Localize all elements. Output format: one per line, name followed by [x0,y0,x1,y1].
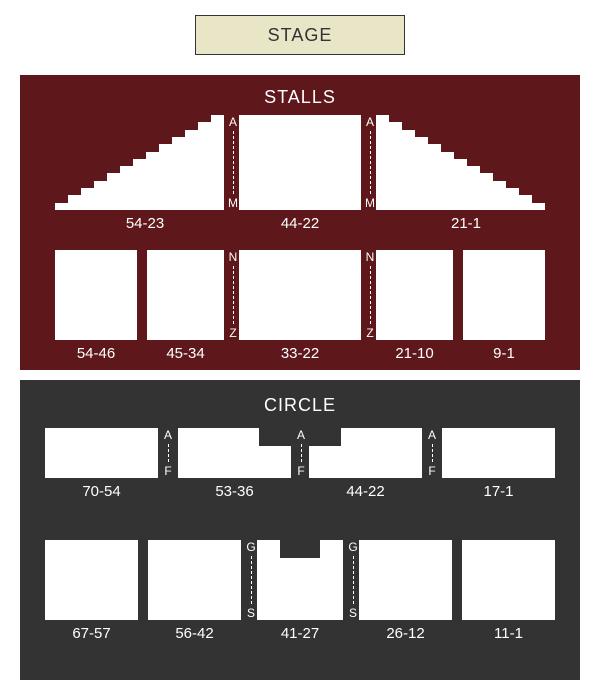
row-range-label: NZ [226,250,240,340]
row-range-label: AF [161,428,175,478]
seating-block [462,540,555,620]
notch [309,428,341,446]
seat-range-label: 44-22 [239,215,361,232]
seating-block [239,250,361,340]
circle-section: CIRCLE 70-5453-3644-2217-1AFAFAF67-5756-… [20,380,580,680]
seat-range-label: 44-22 [309,483,422,500]
seating-block [239,115,361,210]
seat-range-label: 21-1 [396,215,536,232]
row-range-label: AF [294,428,308,478]
circle-title: CIRCLE [20,395,580,416]
seating-block [45,540,138,620]
seat-range-label: 53-36 [178,483,291,500]
seat-range-label: 70-54 [45,483,158,500]
seat-range-label: 9-1 [463,345,545,362]
stage-label: STAGE [268,25,333,46]
seating-block [463,250,545,340]
stage-box: STAGE [195,15,405,55]
seating-block [442,428,555,478]
row-range-label: NZ [363,250,377,340]
row-range-label: GS [346,540,360,620]
seating-block [55,250,137,340]
seating-block [376,250,453,340]
notch [259,428,291,446]
seat-range-label: 33-22 [239,345,361,362]
seat-range-label: 17-1 [442,483,555,500]
row-range-label: AM [226,115,240,210]
seating-block [359,540,452,620]
seat-range-label: 54-46 [55,345,137,362]
seat-range-label: 67-57 [45,625,138,642]
seat-range-label: 11-1 [462,625,555,642]
seating-block-stepped [55,115,224,210]
seating-block [147,250,224,340]
seating-block-stepped [376,115,545,210]
row-range-label: GS [244,540,258,620]
seat-range-label: 21-10 [376,345,453,362]
notch [280,540,320,558]
row-range-label: AM [363,115,377,210]
seat-range-label: 54-23 [75,215,215,232]
seat-range-label: 41-27 [257,625,343,642]
stalls-title: STALLS [20,87,580,108]
row-range-label: AF [425,428,439,478]
seat-range-label: 26-12 [359,625,452,642]
stalls-section: STALLS 44-22 54-23 21-1 AM AM 54-46 45-34 33-22… [20,75,580,370]
seat-range-label: 45-34 [147,345,224,362]
seat-range-label: 56-42 [148,625,241,642]
seating-block [148,540,241,620]
seating-block [45,428,158,478]
